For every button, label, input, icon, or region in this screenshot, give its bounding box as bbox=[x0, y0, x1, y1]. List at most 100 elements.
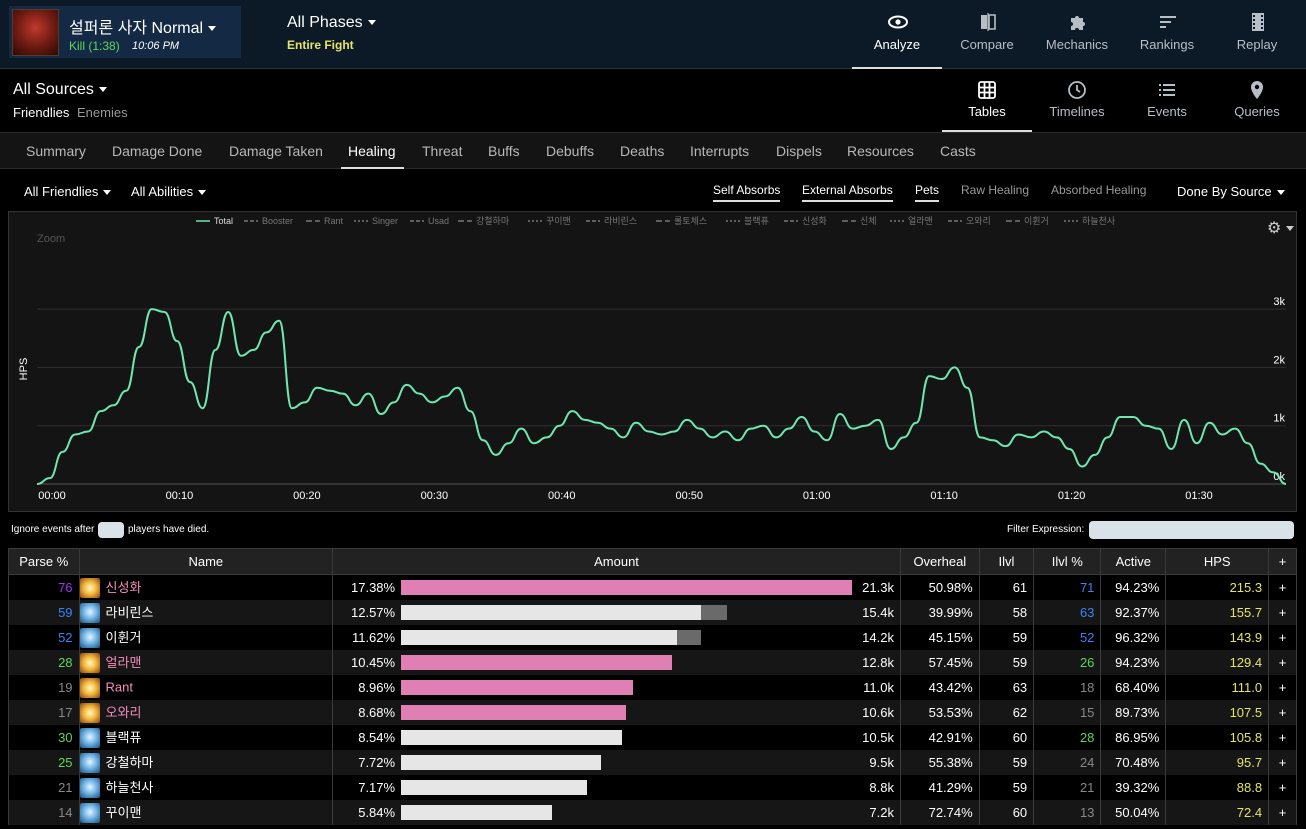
friendlies-toggle[interactable]: Friendlies bbox=[13, 105, 70, 120]
player-name[interactable]: 오와리 bbox=[105, 704, 142, 720]
tab-11[interactable]: Casts bbox=[940, 143, 976, 159]
amount-percent: 8.54% bbox=[358, 730, 396, 745]
column-header[interactable]: + bbox=[1268, 548, 1297, 575]
amount-percent: 7.72% bbox=[358, 755, 396, 770]
name-cell[interactable]: 라비린스 bbox=[78, 600, 334, 625]
player-name[interactable]: Rant bbox=[105, 678, 133, 694]
expand-button[interactable]: + bbox=[1268, 675, 1297, 700]
filter-option-0[interactable]: Self Absorbs bbox=[713, 183, 781, 202]
column-header[interactable]: Overheal bbox=[899, 548, 980, 575]
expand-button[interactable]: + bbox=[1268, 625, 1297, 650]
top-nav-replay[interactable]: Replay bbox=[1212, 0, 1302, 69]
top-nav-rankings[interactable]: Rankings bbox=[1122, 0, 1212, 69]
boss-name[interactable]: 설퍼론 사자 Normal bbox=[69, 14, 217, 38]
view-nav-queries[interactable]: Queries bbox=[1212, 69, 1302, 132]
column-header[interactable]: Name bbox=[78, 548, 334, 575]
table-row[interactable]: 59 라비린스 12.57% 15.4k 39.99% 58 63 92.37% 155.7 + bbox=[8, 600, 1297, 625]
overheal-cell: 39.99% bbox=[899, 600, 980, 625]
player-name[interactable]: 얼라맨 bbox=[105, 654, 142, 670]
tab-2[interactable]: Damage Taken bbox=[229, 143, 323, 159]
name-cell[interactable]: 꾸이맨 bbox=[78, 800, 334, 825]
expand-button[interactable]: + bbox=[1268, 650, 1297, 675]
table-row[interactable]: 52 이휜거 11.62% 14.2k 45.15% 59 52 96.32% 143.9 + bbox=[8, 625, 1297, 650]
report-selector[interactable]: 설퍼론 사자 Normal Kill (1:38) 10:06 PM bbox=[9, 6, 241, 58]
view-nav-timelines[interactable]: Timelines bbox=[1032, 69, 1122, 132]
chevron-down-icon bbox=[98, 87, 107, 93]
expand-button[interactable]: + bbox=[1268, 800, 1297, 825]
tab-0[interactable]: Summary bbox=[26, 143, 86, 159]
tab-9[interactable]: Dispels bbox=[776, 143, 822, 159]
friendlies-filter[interactable]: All Friendlies bbox=[24, 184, 112, 199]
table-row[interactable]: 14 꾸이맨 5.84% 7.2k 72.74% 60 13 50.04% 72.4 + bbox=[8, 800, 1297, 825]
parse-cell: 25 bbox=[8, 750, 80, 775]
name-cell[interactable]: 신성화 bbox=[78, 574, 334, 600]
player-name[interactable]: 신성화 bbox=[105, 579, 142, 595]
expand-button[interactable]: + bbox=[1268, 700, 1297, 725]
abilities-filter[interactable]: All Abilities bbox=[131, 184, 207, 199]
expand-button[interactable]: + bbox=[1268, 775, 1297, 800]
name-cell[interactable]: 강철하마 bbox=[78, 750, 334, 775]
name-cell[interactable]: 오와리 bbox=[78, 700, 334, 725]
filter-option-2[interactable]: Pets bbox=[915, 183, 940, 202]
player-name[interactable]: 이휜거 bbox=[105, 629, 142, 645]
column-header[interactable]: Ilvl % bbox=[1033, 548, 1102, 575]
name-cell[interactable]: 블랙퓨 bbox=[78, 725, 334, 750]
filter-option-3[interactable]: Raw Healing bbox=[961, 183, 1030, 197]
phase-selector[interactable]: All Phases bbox=[287, 14, 376, 32]
gear-icon[interactable]: ⚙ bbox=[1267, 218, 1295, 237]
tab-3[interactable]: Healing bbox=[348, 143, 396, 159]
ilvl-cell: 58 bbox=[978, 600, 1035, 625]
table-row[interactable]: 76 신성화 17.38% 21.3k 50.98% 61 71 94.23% 215.3 + bbox=[8, 574, 1297, 600]
expand-button[interactable]: + bbox=[1268, 600, 1297, 625]
amount-bar bbox=[401, 755, 601, 770]
name-cell[interactable]: 하늘천사 bbox=[78, 775, 334, 800]
sources-selector[interactable]: All Sources bbox=[13, 81, 107, 99]
healing-chart[interactable]: 0k 1k 2k 3k 00:00 00:10 00:20 00:30 00:40 00:50 01… bbox=[8, 211, 1297, 512]
tab-7[interactable]: Deaths bbox=[620, 143, 665, 159]
column-header[interactable]: Ilvl bbox=[978, 548, 1035, 575]
column-header[interactable]: Active bbox=[1100, 548, 1167, 575]
player-name[interactable]: 라비린스 bbox=[105, 604, 154, 620]
tab-1[interactable]: Damage Done bbox=[112, 143, 203, 159]
enemies-toggle[interactable]: Enemies bbox=[77, 105, 128, 120]
table-row[interactable]: 28 얼라맨 10.45% 12.8k 57.45% 59 26 94.23% 129.4 + bbox=[8, 650, 1297, 675]
view-nav-tables[interactable]: Tables bbox=[942, 69, 1032, 132]
name-cell[interactable]: 얼라맨 bbox=[78, 650, 334, 675]
filter-expression-input[interactable] bbox=[1089, 521, 1294, 539]
top-nav-compare[interactable]: Compare bbox=[942, 0, 1032, 69]
table-row[interactable]: 30 블랙퓨 8.54% 10.5k 42.91% 60 28 86.95% 105.8 + bbox=[8, 725, 1297, 750]
top-nav-mechanics[interactable]: Mechanics bbox=[1032, 0, 1122, 69]
expand-button[interactable]: + bbox=[1268, 725, 1297, 750]
table-row[interactable]: 19 Rant 8.96% 11.0k 43.42% 63 18 68.40% 111.0 + bbox=[8, 675, 1297, 700]
tab-6[interactable]: Debuffs bbox=[546, 143, 594, 159]
player-name[interactable]: 강철하마 bbox=[105, 754, 154, 770]
tab-5[interactable]: Buffs bbox=[488, 143, 520, 159]
ilvl-percent-cell: 15 bbox=[1033, 700, 1102, 725]
table-row[interactable]: 17 오와리 8.68% 10.6k 53.53% 62 15 89.73% 107.5 + bbox=[8, 700, 1297, 725]
view-nav-events[interactable]: Events bbox=[1122, 69, 1212, 132]
tab-4[interactable]: Threat bbox=[422, 143, 463, 159]
name-cell[interactable]: 이휜거 bbox=[78, 625, 334, 650]
filter-option-1[interactable]: External Absorbs bbox=[802, 183, 893, 202]
column-header[interactable]: Parse % bbox=[8, 548, 80, 575]
filter-expression-label: Filter Expression: bbox=[1007, 524, 1085, 535]
column-header[interactable]: HPS bbox=[1165, 548, 1270, 575]
name-cell[interactable]: Rant bbox=[78, 675, 334, 700]
amount-cell: 7.17% 8.8k bbox=[332, 775, 901, 800]
filter-option-4[interactable]: Absorbed Healing bbox=[1051, 183, 1147, 197]
expand-button[interactable]: + bbox=[1268, 750, 1297, 775]
player-name[interactable]: 하늘천사 bbox=[105, 779, 154, 795]
player-name[interactable]: 꾸이맨 bbox=[105, 804, 142, 820]
top-nav-analyze[interactable]: Analyze bbox=[852, 0, 942, 69]
column-header[interactable]: Amount bbox=[332, 548, 901, 575]
table-row[interactable]: 21 하늘천사 7.17% 8.8k 41.29% 59 21 39.32% 88.8 + bbox=[8, 775, 1297, 800]
tab-10[interactable]: Resources bbox=[847, 143, 914, 159]
table-row[interactable]: 25 강철하마 7.72% 9.5k 55.38% 59 24 70.48% 95.7 + bbox=[8, 750, 1297, 775]
player-name[interactable]: 블랙퓨 bbox=[105, 729, 142, 745]
death-count-input[interactable] bbox=[98, 522, 124, 538]
tab-8[interactable]: Interrupts bbox=[690, 143, 750, 159]
kill-time: 10:06 PM bbox=[132, 40, 180, 52]
expand-button[interactable]: + bbox=[1268, 574, 1297, 600]
done-by-selector[interactable]: Done By Source bbox=[1177, 184, 1285, 199]
amount-bar bbox=[401, 705, 626, 720]
